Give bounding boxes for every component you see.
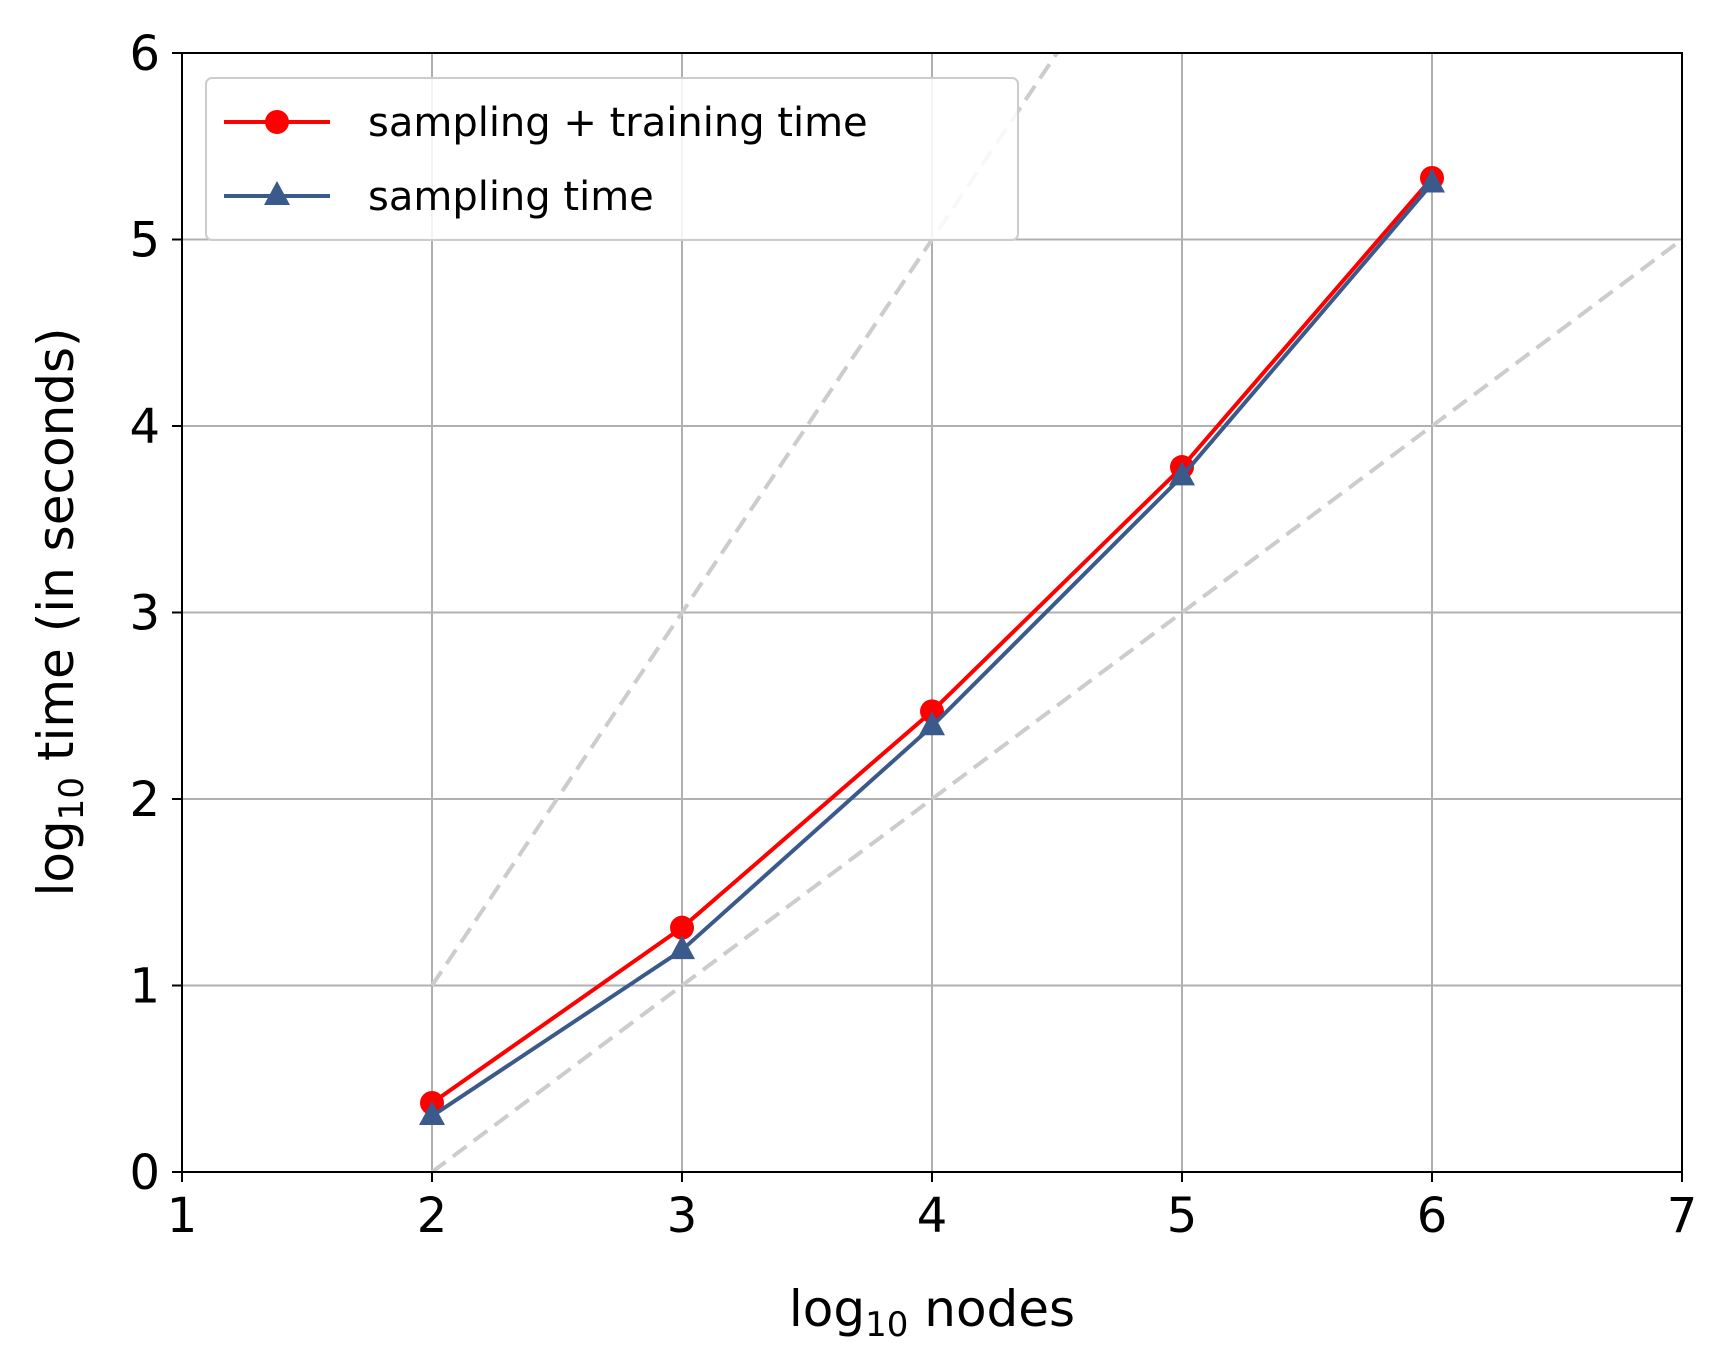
y-tick-label: 2 — [129, 772, 160, 828]
data-point-triangle — [1169, 461, 1195, 486]
legend: sampling + training time sampling time — [205, 77, 1019, 241]
y-tick-label: 1 — [129, 959, 160, 1015]
y-tick-label: 6 — [129, 26, 160, 82]
data-point-triangle — [669, 935, 695, 960]
x-tick-label: 7 — [1667, 1188, 1698, 1244]
x-tick-label: 5 — [1167, 1188, 1198, 1244]
legend-marker-triangle — [264, 181, 290, 205]
data-point-triangle — [1419, 168, 1445, 193]
legend-label-sampling-training: sampling + training time — [368, 100, 868, 146]
legend-label-sampling: sampling time — [368, 174, 654, 220]
series-layer — [419, 165, 1445, 1126]
data-point-triangle — [919, 711, 945, 736]
data-point-triangle — [419, 1101, 445, 1126]
reference-line — [430, 237, 1682, 1172]
y-tick-label: 5 — [129, 213, 160, 269]
legend-marker-circle — [265, 110, 289, 134]
reference-lines — [430, 53, 1682, 1172]
series-1 — [419, 168, 1445, 1126]
y-tick-label: 4 — [129, 399, 160, 455]
x-tick-label: 3 — [667, 1188, 698, 1244]
legend-box — [205, 77, 1019, 241]
y-tick-label: 3 — [129, 586, 160, 642]
x-tick-label: 1 — [167, 1188, 198, 1244]
data-point-circle — [670, 915, 694, 940]
y-axis-label: log10 time (in seconds) — [27, 327, 92, 896]
reference-line — [430, 53, 1060, 987]
x-axis-label: log10 nodes — [789, 1280, 1075, 1345]
x-tick-label: 6 — [1417, 1188, 1448, 1244]
x-tick-label: 4 — [917, 1188, 948, 1244]
y-tick-label: 0 — [129, 1145, 160, 1201]
x-tick-label: 2 — [417, 1188, 448, 1244]
